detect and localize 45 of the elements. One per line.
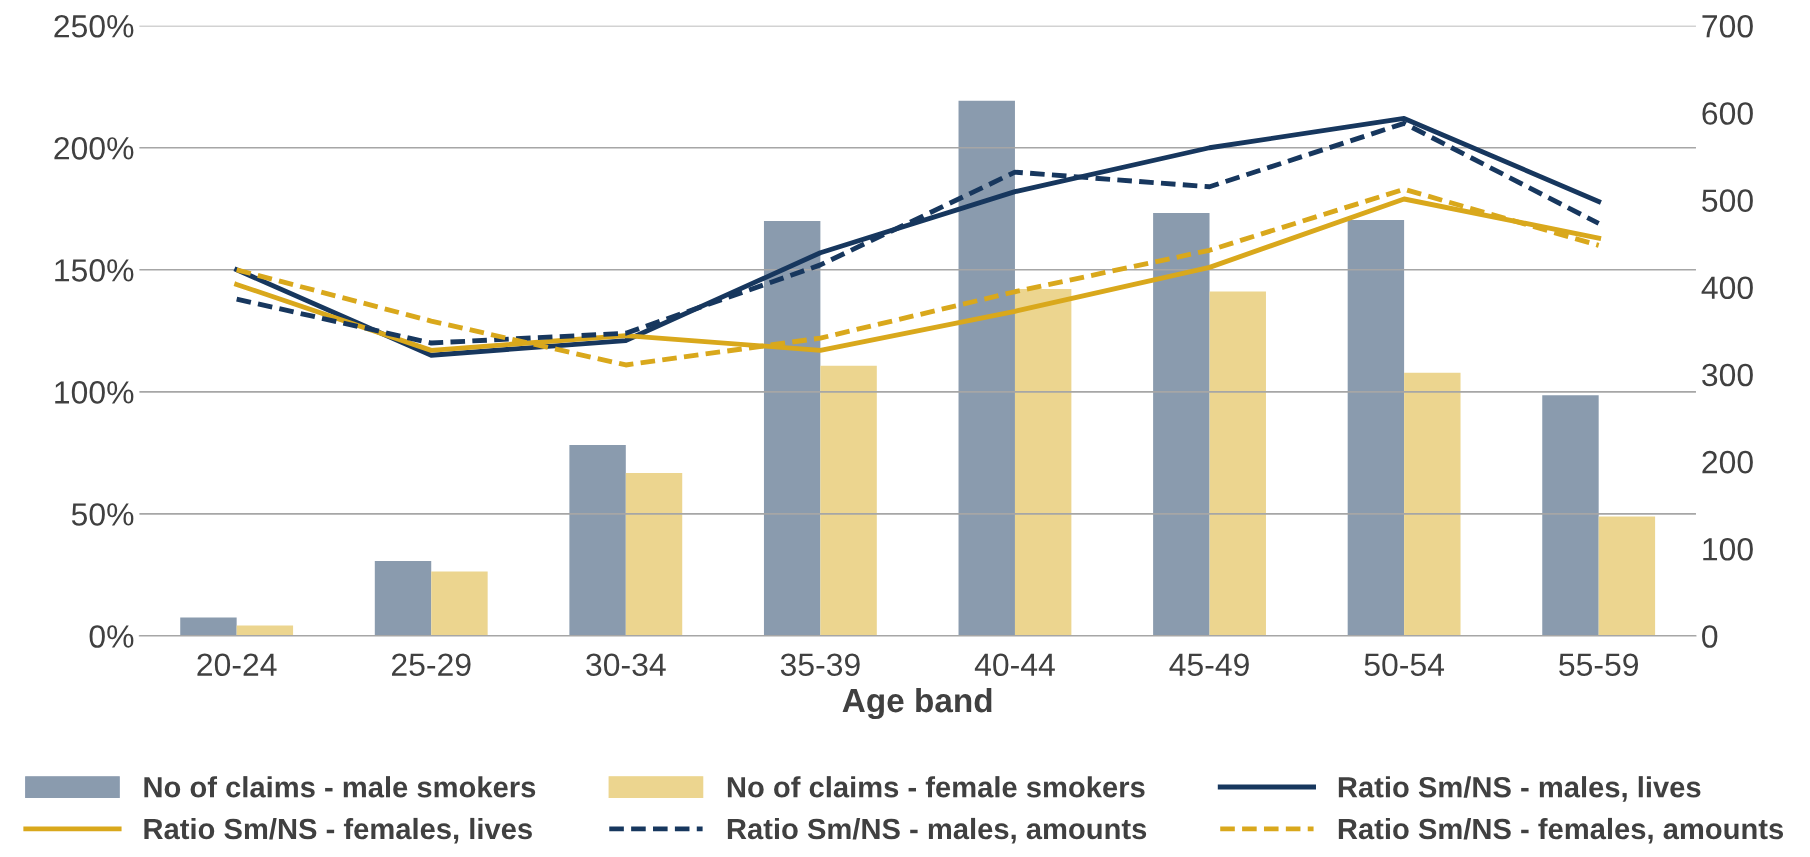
bar bbox=[1014, 288, 1072, 636]
y-tick-label: 250% bbox=[54, 14, 134, 38]
bar bbox=[1404, 372, 1461, 636]
y2-tick-label: 300 bbox=[1702, 363, 1753, 387]
bar bbox=[1598, 516, 1656, 636]
x-tick-label: 25-29 bbox=[391, 653, 471, 677]
x-tick-label: 40-44 bbox=[974, 653, 1055, 677]
bar bbox=[820, 365, 877, 636]
y-tick-label: 150% bbox=[55, 259, 134, 282]
y2-tick-label: 100 bbox=[1703, 537, 1753, 561]
y2-tick-label: 700 bbox=[1702, 14, 1753, 38]
bar bbox=[236, 625, 294, 636]
x-tick-label: 30-34 bbox=[586, 653, 666, 677]
legend-label: No of claims - female smokers bbox=[727, 776, 1145, 798]
legend-label: Ratio Sm/NS - males, amounts bbox=[727, 817, 1147, 844]
bar bbox=[1209, 291, 1266, 636]
y-tick-label: 100% bbox=[55, 381, 134, 404]
legend-label: Ratio Sm/NS - females, lives bbox=[144, 817, 532, 844]
bar bbox=[625, 472, 683, 636]
legend-label: No of claims - male smokers bbox=[144, 776, 536, 798]
bar bbox=[763, 220, 821, 636]
bar bbox=[1153, 213, 1210, 636]
x-tick-label: 20-24 bbox=[197, 653, 277, 677]
y-tick-label: 0% bbox=[89, 625, 134, 648]
bar bbox=[958, 100, 1015, 636]
bar bbox=[1542, 395, 1599, 636]
y2-tick-label: 200 bbox=[1702, 450, 1753, 474]
y2-tick-label: 600 bbox=[1702, 102, 1753, 125]
x-axis-title: Age band bbox=[842, 687, 992, 720]
legend-label: Ratio Sm/NS - males, lives bbox=[1338, 776, 1701, 802]
bar bbox=[1347, 220, 1405, 636]
x-tick-label: 50-54 bbox=[1364, 653, 1445, 677]
x-tick-label: 35-39 bbox=[780, 653, 860, 677]
y2-tick-label: 500 bbox=[1702, 189, 1753, 212]
y-tick-label: 200% bbox=[54, 137, 134, 160]
y2-tick-label: 400 bbox=[1701, 276, 1753, 300]
bar bbox=[431, 571, 488, 636]
y2-tick-label: 0 bbox=[1702, 625, 1718, 648]
bar bbox=[374, 560, 432, 636]
bar bbox=[569, 444, 626, 636]
x-tick-label: 45-49 bbox=[1169, 653, 1249, 677]
legend-label: Ratio Sm/NS - females, amounts bbox=[1338, 817, 1784, 844]
x-tick-label: 55-59 bbox=[1559, 653, 1639, 677]
bar bbox=[180, 617, 237, 636]
y-tick-label: 50% bbox=[71, 503, 134, 526]
